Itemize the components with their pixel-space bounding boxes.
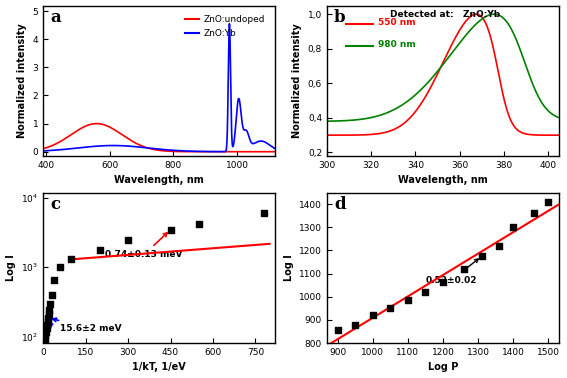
- Point: [530, 211, 539, 217]
- Text: 980 nm: 980 nm: [378, 40, 416, 49]
- Point: [495, 243, 504, 249]
- Point: [44, 315, 53, 321]
- Text: a: a: [50, 9, 61, 26]
- Point: [544, 199, 553, 205]
- Y-axis label: Normalized intensity: Normalized intensity: [293, 23, 302, 138]
- Point: [40, 336, 49, 342]
- Point: [194, 221, 204, 227]
- Point: [43, 318, 52, 324]
- Point: [56, 264, 65, 270]
- Text: 0.52±0.02: 0.52±0.02: [425, 259, 479, 285]
- Legend: ZnO:undoped, ZnO:Yb: ZnO:undoped, ZnO:Yb: [181, 12, 268, 41]
- Text: b: b: [334, 9, 345, 26]
- Point: [509, 224, 518, 230]
- Point: [333, 327, 342, 333]
- Y-axis label: Log I: Log I: [6, 254, 15, 281]
- Point: [41, 329, 50, 335]
- Point: [166, 227, 175, 233]
- X-axis label: Log P: Log P: [428, 363, 458, 372]
- Point: [421, 289, 430, 295]
- Point: [42, 325, 51, 332]
- Text: c: c: [50, 196, 60, 213]
- Point: [368, 312, 377, 318]
- Point: [386, 305, 395, 311]
- Point: [350, 322, 359, 328]
- Y-axis label: Log I: Log I: [284, 254, 294, 281]
- Point: [46, 301, 55, 307]
- Point: [259, 211, 268, 217]
- Point: [50, 277, 59, 283]
- Point: [45, 307, 54, 313]
- Point: [124, 237, 133, 243]
- Point: [44, 311, 53, 317]
- X-axis label: Wavelength, nm: Wavelength, nm: [115, 175, 204, 185]
- X-axis label: 1/kT, 1/eV: 1/kT, 1/eV: [132, 363, 186, 372]
- Point: [403, 297, 412, 303]
- X-axis label: Wavelength, nm: Wavelength, nm: [398, 175, 488, 185]
- Text: 550 nm: 550 nm: [378, 18, 416, 26]
- Point: [95, 246, 104, 253]
- Text: 15.6±2 meV: 15.6±2 meV: [53, 318, 122, 333]
- Point: [460, 266, 469, 272]
- Point: [43, 322, 52, 328]
- Y-axis label: Normalized intensity: Normalized intensity: [17, 23, 27, 138]
- Point: [438, 279, 447, 285]
- Point: [47, 292, 56, 298]
- Point: [67, 256, 76, 262]
- Point: [41, 333, 50, 339]
- Text: Detected at:   ZnO:Yb: Detected at: ZnO:Yb: [390, 10, 500, 19]
- Point: [477, 253, 486, 259]
- Text: d: d: [334, 196, 345, 213]
- Text: 0.74±0.13 meV: 0.74±0.13 meV: [105, 233, 183, 259]
